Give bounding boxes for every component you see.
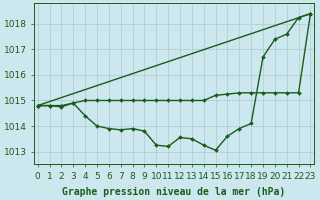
X-axis label: Graphe pression niveau de la mer (hPa): Graphe pression niveau de la mer (hPa) (62, 186, 286, 197)
